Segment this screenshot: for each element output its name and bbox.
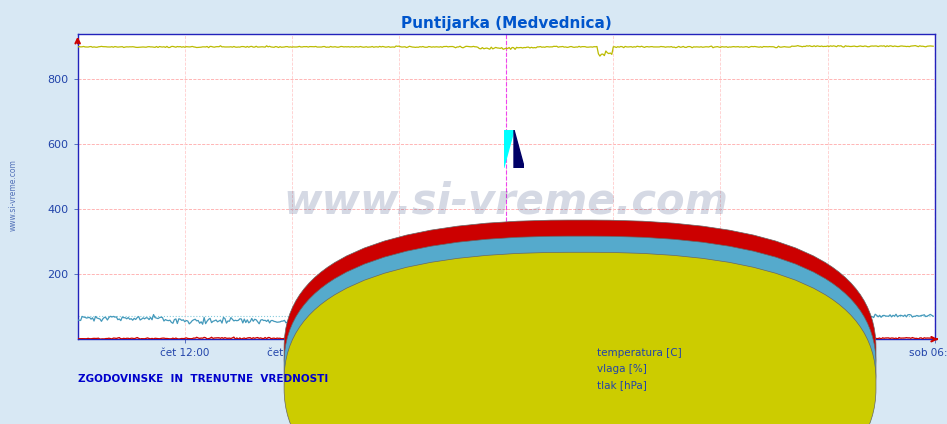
Polygon shape — [514, 130, 525, 168]
Text: tlak [hPa]: tlak [hPa] — [597, 380, 647, 390]
Text: vlaga [%]: vlaga [%] — [597, 364, 647, 374]
Text: ZGODOVINSKE  IN  TRENUTNE  VREDNOSTI: ZGODOVINSKE IN TRENUTNE VREDNOSTI — [78, 374, 328, 384]
Title: Puntijarka (Medvednica): Puntijarka (Medvednica) — [401, 17, 612, 31]
Polygon shape — [504, 130, 514, 168]
Text: www.si-vreme.com: www.si-vreme.com — [9, 159, 18, 231]
Text: temperatura [C]: temperatura [C] — [597, 348, 681, 358]
Text: www.si-vreme.com: www.si-vreme.com — [284, 181, 728, 223]
